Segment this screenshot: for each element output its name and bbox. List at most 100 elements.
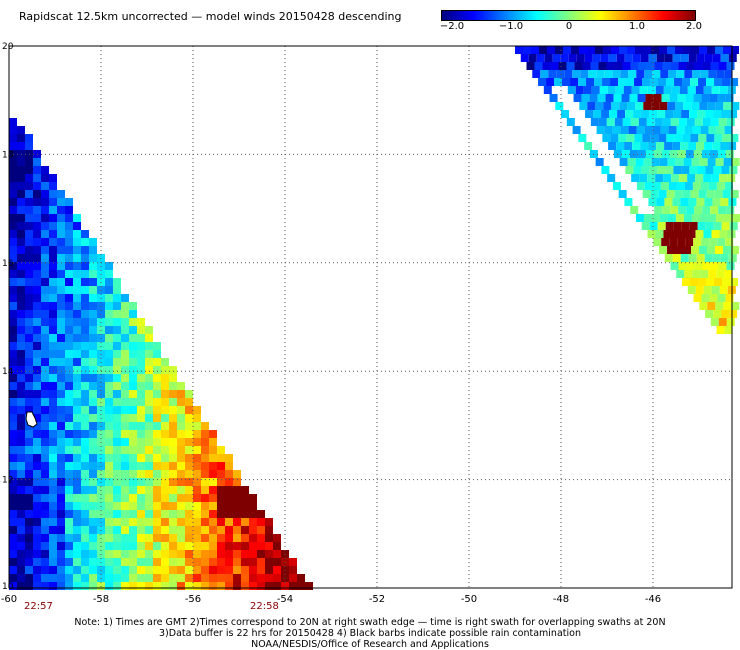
swath-cell	[121, 406, 129, 414]
swath-cell	[686, 262, 695, 270]
swath-cell	[137, 534, 145, 542]
swath-cell	[209, 582, 217, 590]
swath-cell	[241, 510, 249, 518]
swath-cell	[105, 574, 113, 582]
swath-cell	[145, 502, 153, 510]
swath-cell	[33, 510, 41, 518]
swath-cell	[113, 462, 121, 470]
swath-cell	[129, 510, 137, 518]
swath-cell	[25, 222, 33, 230]
swath-cell	[685, 238, 694, 246]
swath-cell	[41, 342, 49, 350]
swath-cell	[41, 558, 49, 566]
swath-cell	[193, 446, 201, 454]
swath-cell	[716, 270, 725, 278]
swath-cell	[57, 326, 65, 334]
swath-cell	[193, 582, 201, 590]
swath-cell	[73, 414, 81, 422]
swath-cell	[137, 342, 145, 350]
swath-cell	[605, 94, 614, 102]
swath-cell	[600, 54, 609, 62]
swath-cell	[129, 470, 137, 478]
swath-cell	[663, 230, 672, 238]
swath-cell	[265, 566, 273, 574]
swath-cell	[33, 406, 41, 414]
swath-cell	[25, 310, 33, 318]
swath-cell	[65, 526, 73, 534]
swath-cell	[674, 190, 683, 198]
swath-cell	[145, 486, 153, 494]
swath-cell	[590, 118, 599, 126]
swath-cell	[9, 382, 17, 390]
swath-cell	[700, 70, 709, 78]
swath-cell	[617, 110, 626, 118]
swath-cell	[201, 502, 209, 510]
swath-cell	[225, 550, 233, 558]
swath-cell	[727, 174, 736, 182]
swath-cell	[33, 310, 41, 318]
swath-cell	[25, 214, 33, 222]
swath-cell	[651, 158, 660, 166]
swath-cell	[9, 174, 17, 182]
swath-cell	[591, 86, 600, 94]
swath-cell	[89, 462, 97, 470]
swath-cell	[652, 70, 661, 78]
swath-cell	[105, 350, 113, 358]
swath-cell	[597, 94, 606, 102]
swath-cell	[177, 438, 185, 446]
swath-cell	[57, 318, 65, 326]
swath-cell	[57, 294, 65, 302]
swath-cell	[177, 414, 185, 422]
swath-cell	[137, 574, 145, 582]
swath-cell	[145, 358, 153, 366]
swath-cell	[515, 46, 523, 54]
swath-cell	[717, 94, 726, 102]
swath-cell	[634, 134, 643, 142]
swath-cell	[714, 278, 723, 286]
swath-cell	[193, 542, 201, 550]
swath-cell	[257, 582, 265, 590]
swath-cell	[33, 222, 41, 230]
swath-cell	[620, 70, 629, 78]
swath-cell	[241, 518, 249, 526]
swath-cell	[177, 430, 185, 438]
swath-cell	[73, 286, 81, 294]
swath-cell	[41, 262, 49, 270]
swath-cell	[161, 542, 169, 550]
swath-cell	[153, 510, 161, 518]
swath-cell	[711, 286, 720, 294]
swath-cell	[33, 286, 41, 294]
swath-cell	[65, 486, 73, 494]
swath-cell	[33, 550, 41, 558]
swath-cell	[73, 310, 81, 318]
swath-cell	[684, 126, 693, 134]
swath-cell	[539, 46, 547, 54]
swath-cell	[193, 534, 201, 542]
swath-cell	[715, 246, 723, 254]
swath-cell	[121, 302, 129, 310]
swath-cell	[25, 494, 33, 502]
swath-cell	[636, 182, 645, 190]
swath-cell	[209, 454, 217, 462]
swath-cell	[193, 422, 201, 430]
swath-cell	[65, 542, 73, 550]
swath-cell	[289, 574, 297, 582]
swath-cell	[706, 78, 715, 86]
swath-cell	[81, 566, 89, 574]
swath-cell	[691, 46, 699, 54]
swath-cell	[709, 238, 718, 246]
swath-cell	[65, 582, 73, 590]
swath-cell	[9, 398, 17, 406]
swath-cell	[675, 214, 684, 222]
colorbar-tick-label: 1.0	[629, 21, 645, 32]
swath-cell	[137, 526, 145, 534]
swath-cell	[9, 222, 17, 230]
swath-cell	[65, 382, 73, 390]
swath-cell	[81, 534, 89, 542]
swath-cell	[49, 278, 57, 286]
swath-cell	[9, 158, 17, 166]
swath-cell	[704, 198, 713, 206]
swath-cell	[644, 182, 653, 190]
swath-cell	[233, 542, 241, 550]
swath-cell	[57, 366, 65, 374]
